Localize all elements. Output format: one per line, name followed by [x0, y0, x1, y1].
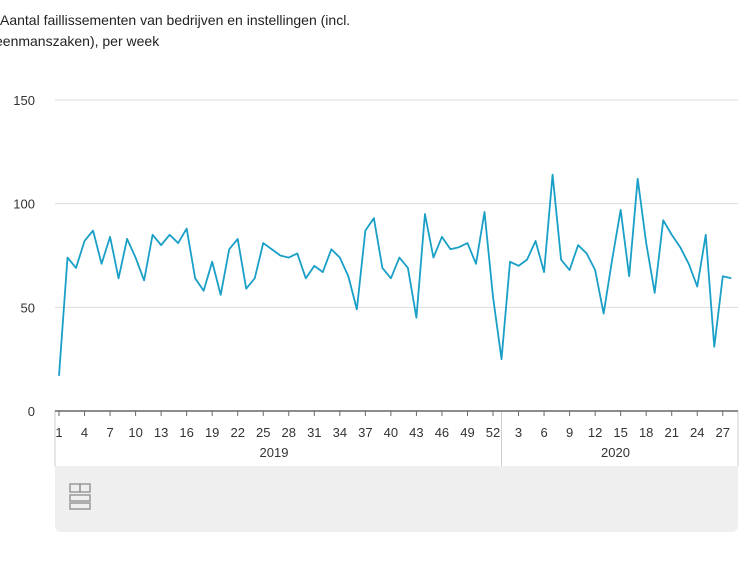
x-tick-label: 15	[613, 425, 627, 440]
x-tick-label: 37	[358, 425, 372, 440]
x-tick-label: 10	[128, 425, 142, 440]
cbs-logo-icon	[69, 483, 91, 510]
x-tick-label: 12	[588, 425, 602, 440]
x-tick-label: 16	[179, 425, 193, 440]
x-tick-label: 25	[256, 425, 270, 440]
x-tick-label: 46	[435, 425, 449, 440]
chart-title-line-2: eenmanszaken), per week	[0, 33, 160, 49]
x-tick-label: 9	[566, 425, 573, 440]
chart-title: Aantal faillissementen van bedrijven en …	[0, 10, 420, 52]
x-tick-label: 19	[205, 425, 219, 440]
year-label-2020: 2020	[601, 445, 630, 460]
x-tick-label: 34	[333, 425, 347, 440]
x-tick-label: 24	[690, 425, 704, 440]
x-tick-label: 49	[460, 425, 474, 440]
x-tick-label: 4	[81, 425, 88, 440]
y-tick-label: 150	[13, 93, 35, 108]
x-tick-label: 3	[515, 425, 522, 440]
series-line	[58, 173, 732, 376]
y-tick-label: 50	[21, 300, 35, 315]
x-tick-label: 18	[639, 425, 653, 440]
x-tick-label: 21	[664, 425, 678, 440]
y-tick-label: 100	[13, 197, 35, 212]
x-tick-label: 1	[55, 425, 62, 440]
x-tick-label: 6	[540, 425, 547, 440]
x-tick-label: 28	[282, 425, 296, 440]
chart-title-line-1: Aantal faillissementen van bedrijven en …	[0, 12, 351, 28]
x-tick-label: 13	[154, 425, 168, 440]
x-tick-label: 31	[307, 425, 321, 440]
x-tick-label: 7	[106, 425, 113, 440]
y-tick-label: 0	[28, 404, 35, 419]
year-band	[55, 411, 738, 466]
x-tick-label: 22	[230, 425, 244, 440]
x-tick-label: 40	[384, 425, 398, 440]
x-tick-label: 52	[486, 425, 500, 440]
x-tick-label: 43	[409, 425, 423, 440]
year-label-2019: 2019	[260, 445, 289, 460]
x-tick-label: 27	[716, 425, 730, 440]
